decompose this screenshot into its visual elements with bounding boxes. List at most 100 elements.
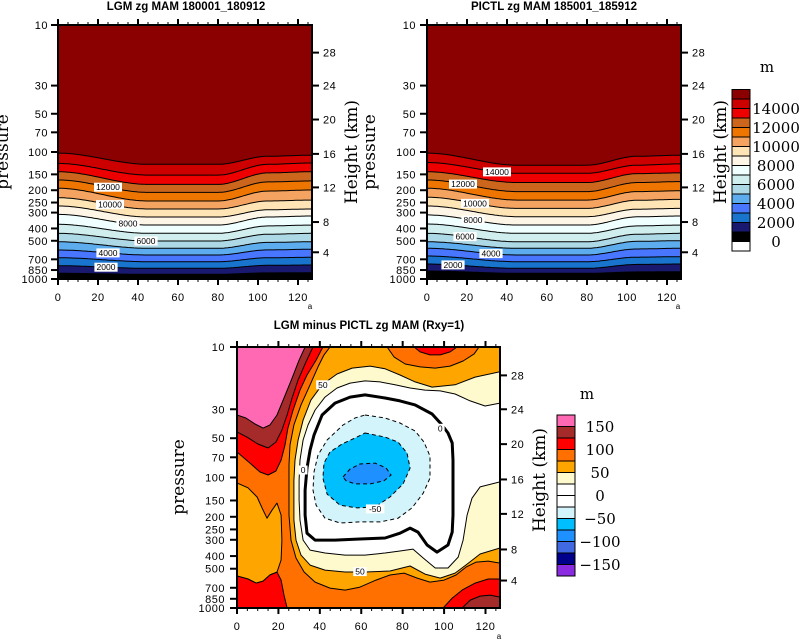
x-tick-label: 120 [288, 292, 308, 304]
y-tick-label: 500 [205, 564, 225, 576]
x-tick-label: 0 [55, 292, 62, 304]
contour-label-text: 50 [355, 567, 365, 577]
height-tick-label: 20 [323, 115, 336, 127]
colorbar-box [556, 460, 576, 473]
contour-line [58, 232, 312, 242]
contour-label-background [435, 423, 445, 433]
plot-lgm: 12000 10000 8000 6000 4000 2000 0 20 40 60 80 100 12… [22, 19, 336, 304]
colorbar-box [731, 108, 751, 119]
y-axis-label: pressure [169, 439, 189, 515]
contour-label-background [453, 232, 477, 242]
x-tick-label: 60 [355, 621, 368, 633]
contour-label: 10000 [461, 198, 489, 208]
contour-band-fill [237, 347, 306, 429]
plot-title: PICTL zg MAM 185001_185912 [471, 1, 637, 13]
panel-pictl: PICTL zg MAM 185001_185912 pressure Heig… [360, 1, 731, 311]
y-tick-label: 300 [28, 208, 48, 220]
y-tick-label: 150 [396, 169, 416, 181]
colorbar-box [731, 212, 751, 223]
x-tick-label: 100 [248, 292, 268, 304]
x-tick-label: 80 [396, 621, 409, 633]
contour-label: 6000 [453, 232, 477, 242]
x-tick-label: 20 [460, 292, 473, 304]
colorbar-box [731, 165, 751, 176]
y-tick-label: 50 [212, 433, 225, 445]
y-tick-label: 1000 [390, 274, 416, 286]
y-tick-label: 500 [28, 236, 48, 248]
colorbar-label: 8000 [757, 157, 795, 175]
x-tick-label: 60 [540, 292, 553, 304]
contour-label-background [461, 198, 489, 208]
x-tick-label: 80 [580, 292, 593, 304]
contour-label-text: 4000 [99, 248, 118, 258]
contour-label: 0 [435, 423, 445, 433]
contour-label: 8000 [461, 215, 485, 225]
panel-lgm: LGM zg MAM 180001_180912 pressure Height… [0, 1, 362, 311]
y-tick-label: 700 [396, 254, 416, 266]
height-tick-label: 24 [692, 81, 705, 93]
contour-line [58, 223, 312, 234]
contour-label: 2000 [94, 262, 118, 272]
colorbar-box [556, 483, 576, 496]
contour-label-background [449, 179, 477, 189]
contour-label-background [483, 167, 511, 177]
contour-label-background [96, 248, 120, 258]
x-tick-label: 100 [434, 621, 454, 633]
colorbar-label: 4000 [757, 195, 795, 213]
colorbar-box [556, 552, 576, 565]
contour-label-background [353, 567, 367, 577]
plot-frame [426, 24, 682, 280]
contour-label-text: 12000 [451, 179, 475, 189]
colorbar-box [731, 155, 751, 166]
x-axis-label: a [497, 632, 502, 640]
contour-band-fill [237, 571, 288, 608]
colorbar-label: 2000 [757, 214, 795, 232]
contour-line [58, 272, 312, 275]
contour-line [58, 171, 312, 185]
y-tick-label: 700 [205, 583, 225, 595]
colorbar-label: −50 [584, 510, 616, 528]
y-tick-label: 50 [35, 109, 48, 121]
contour-label-text: 8000 [119, 219, 138, 229]
height-tick-label: 16 [692, 149, 705, 161]
contour-label: 0 [298, 465, 308, 475]
y-tick-label: 150 [28, 169, 48, 181]
contour-label-text: 0 [438, 423, 443, 433]
x-axis-label: a [676, 302, 681, 311]
contour-label-text: 0 [301, 465, 306, 475]
y-tick-label: 1000 [199, 603, 225, 615]
plot-pictl: 14000 12000 10000 8000 6000 4000 2000 0 20 40 60 80… [390, 19, 705, 304]
colorbar-box [556, 472, 576, 485]
contour-line [58, 152, 312, 165]
y-tick-label: 150 [205, 495, 225, 507]
height-tick-label: 20 [511, 439, 524, 451]
colorbar-box [731, 117, 751, 128]
y-tick-label: 700 [28, 254, 48, 266]
x-tick-label: 0 [234, 621, 241, 633]
colorbar-box [731, 146, 751, 157]
colorbar-box [556, 414, 576, 427]
y-tick-label: 10 [212, 342, 225, 354]
y-tick-label: 30 [403, 81, 416, 93]
contour-label-background [479, 249, 503, 259]
y-tick-label: 400 [205, 551, 225, 563]
colorbar-box [731, 174, 751, 185]
contour-label-text: 6000 [456, 232, 475, 242]
y-tick-label: 850 [205, 594, 225, 606]
contour-label-background [441, 260, 465, 270]
x-tick-label: 60 [171, 292, 184, 304]
y-tick-label: 30 [212, 404, 225, 416]
colorbar-box [731, 89, 751, 100]
contour-label-background [134, 236, 158, 246]
contour-line [58, 241, 312, 249]
x-axis-label: a [308, 302, 313, 311]
height-tick-label: 20 [692, 115, 705, 127]
contour-label: 10000 [96, 200, 124, 210]
colorbar-box [556, 541, 576, 554]
height-tick-label: 28 [511, 370, 524, 382]
